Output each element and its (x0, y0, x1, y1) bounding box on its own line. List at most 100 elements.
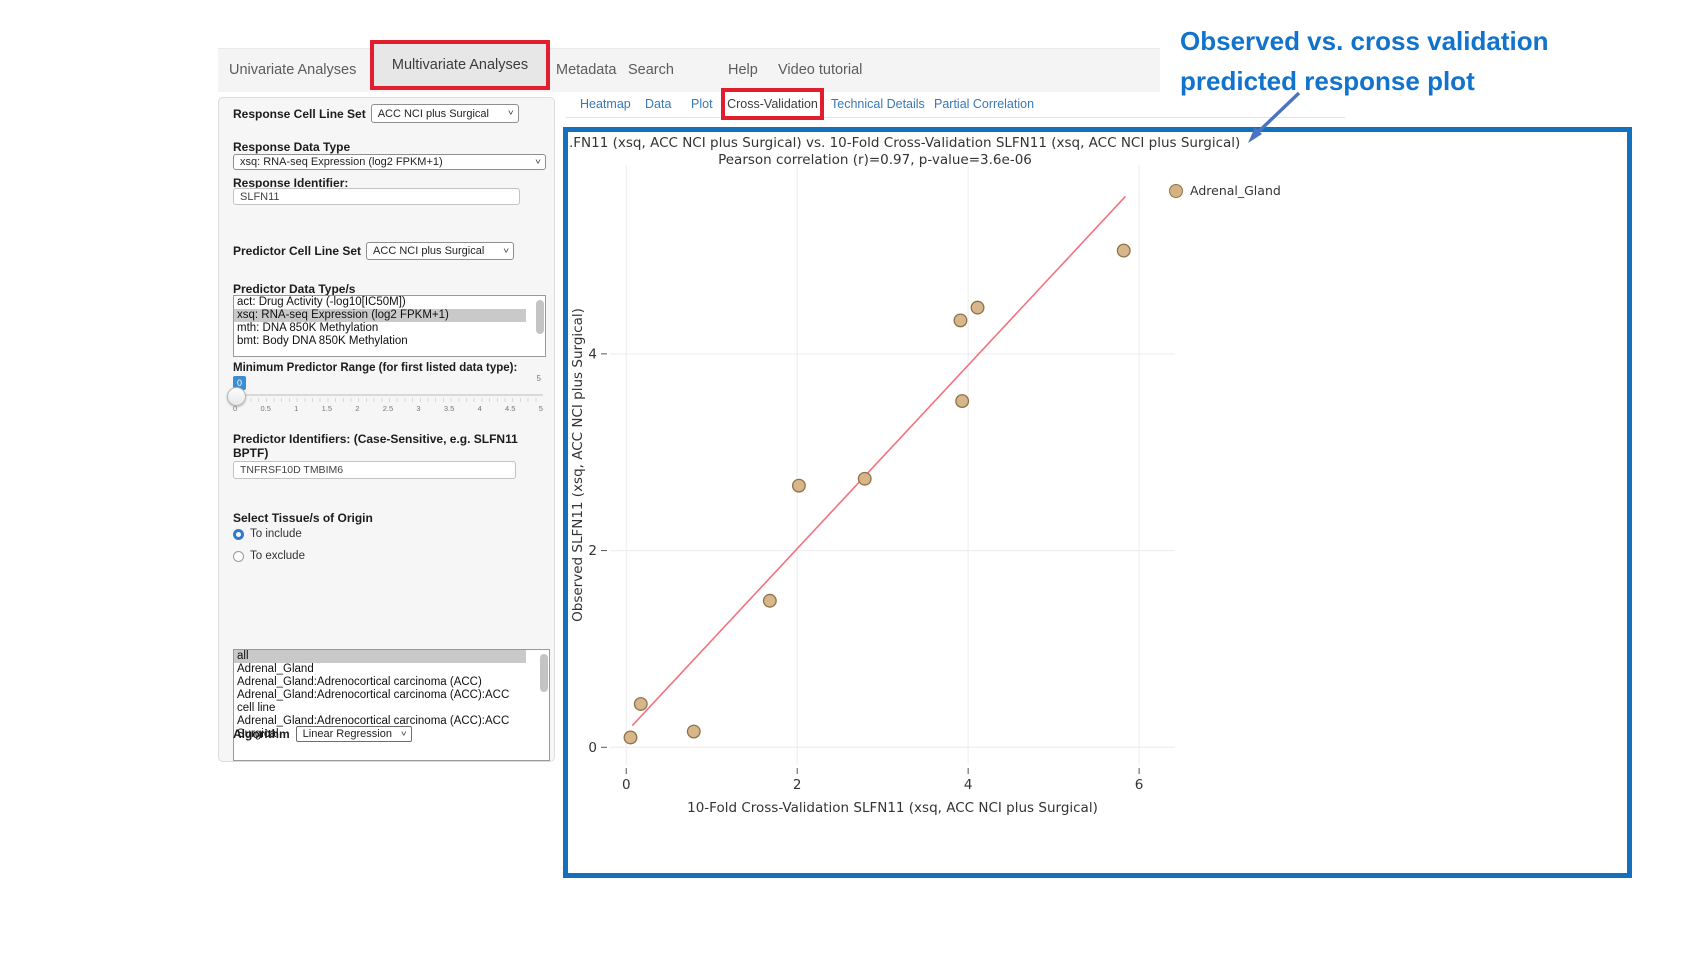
x-tick-label: 4 (964, 777, 973, 793)
slider-ticks (235, 398, 543, 402)
y-axis-title: Observed SLFN11 (xsq, ACC NCI plus Surgi… (570, 308, 586, 622)
slider-tick-labels: 0 0.5 1 1.5 2 2.5 3 3.5 4 4.5 5 (233, 404, 543, 413)
nav-item-search[interactable]: Search (628, 62, 674, 78)
x-tick-label: 0 (622, 777, 631, 793)
data-point (1116, 243, 1131, 258)
nav-item-video-tutorial[interactable]: Video tutorial (778, 62, 863, 78)
predictor-cell-line-set-value: ACC NCI plus Surgical (373, 245, 485, 257)
tab-technical-details[interactable]: Technical Details (831, 97, 925, 111)
nav-item-metadata[interactable]: Metadata (556, 62, 617, 78)
list-option[interactable]: Adrenal_Gland:Adrenocortical carcinoma (… (237, 676, 482, 688)
scrollbar-thumb[interactable] (536, 300, 544, 334)
slider-tick-label: 2 (355, 404, 360, 413)
predictor-data-types-label: Predictor Data Type/s (233, 282, 356, 296)
scatter-plot: 0 2 4 6 0 2 4 10-Fold Cross-Validation SLFN11 (… (570, 165, 1175, 816)
tab-data[interactable]: Data (645, 97, 672, 111)
plot-title: .FN11 (xsq, ACC NCI plus Surgical) vs. 1… (569, 135, 1241, 151)
list-option[interactable]: Adrenal_Gland (237, 663, 314, 675)
tab-partial-correlation[interactable]: Partial Correlation (934, 97, 1035, 111)
data-point (633, 697, 648, 711)
response-cell-line-set-select[interactable]: ACC NCI plus Surgical ˅ (370, 104, 519, 123)
tissue-listbox: all Adrenal_Gland Adrenal_Gland:Adrenocort… (233, 649, 550, 761)
algorithm-row: Algorithm Linear Regression ˅ (233, 726, 412, 742)
data-point (970, 300, 985, 315)
list-option[interactable]: mth: DNA 850K Methylation (237, 322, 379, 334)
legend-marker-icon (1169, 183, 1183, 198)
plot-legend[interactable]: Adrenal_Gland (1169, 183, 1281, 198)
predictor-cell-line-set-label: Predictor Cell Line Set (233, 244, 362, 258)
response-data-type-select[interactable]: xsq: RNA-seq Expression (log2 FPKM+1) ˅ (233, 154, 546, 170)
slider-tick-label: 4.5 (505, 404, 516, 413)
data-point (955, 394, 970, 409)
data-point (623, 730, 638, 745)
tab-label: Cross-Validation (727, 97, 818, 111)
slider-tick-label: 5 (538, 404, 543, 413)
data-point (762, 593, 777, 608)
algorithm-select[interactable]: Linear Regression ˅ (295, 726, 412, 742)
predictor-cell-line-set-select[interactable]: ACC NCI plus Surgical ˅ (366, 242, 515, 260)
regression-line (631, 195, 1127, 727)
radio-unselected-icon (233, 550, 244, 562)
tissue-include-radio[interactable]: To include (233, 528, 302, 540)
slider-tick-label: 2.5 (382, 404, 394, 413)
legend-label: Adrenal_Gland (1190, 183, 1281, 198)
slider-tick-label: 1.5 (321, 404, 333, 413)
slider-handle[interactable] (227, 387, 246, 406)
response-identifier-label: Response Identifier: (233, 176, 349, 190)
radio-selected-icon (233, 528, 244, 540)
predictor-identifiers-input[interactable]: TNFRSF10D TMBIM6 (233, 461, 516, 479)
list-option[interactable]: Adrenal_Gland:Adrenocortical carcinoma (… (237, 689, 510, 714)
algorithm-label: Algorithm (233, 727, 290, 741)
annotation-line2: predicted response plot (1180, 66, 1475, 96)
list-option[interactable]: Adrenal_Gland:Adrenocortical carcinoma (… (237, 715, 510, 740)
tissue-origin-label: Select Tissue/s of Origin (233, 511, 373, 525)
chevron-down-icon: ˅ (507, 109, 514, 118)
scrollbar-thumb[interactable] (540, 654, 548, 692)
x-axis-title: 10-Fold Cross-Validation SLFN11 (xsq, AC… (687, 800, 1098, 816)
slider-track[interactable] (235, 394, 543, 396)
tissue-exclude-radio[interactable]: To exclude (233, 550, 305, 562)
annotation-line1: Observed vs. cross validation (1180, 26, 1549, 56)
chevron-down-icon: ˅ (503, 246, 510, 256)
predictor-identifiers-value: TNFRSF10D TMBIM6 (240, 464, 344, 476)
slider-tick-label: 0 (233, 404, 238, 413)
chevron-down-icon: ˅ (535, 157, 541, 167)
tissue-exclude-label: To exclude (250, 550, 305, 562)
slider-max-label: 5 (536, 374, 541, 383)
tabs-divider (566, 117, 1345, 118)
slider-value-badge: 0 (233, 376, 246, 390)
y-tick-label: 0 (588, 740, 597, 756)
response-identifier-input[interactable]: SLFN11 (233, 188, 520, 205)
nav-item-label: Multivariate Analyses (391, 57, 529, 73)
top-navbar: Univariate Analyses Multivariate Analyses… (218, 40, 1160, 92)
list-option[interactable]: all (234, 650, 526, 663)
tab-plot[interactable]: Plot (691, 97, 713, 111)
tab-cross-validation[interactable]: Cross-Validation (721, 88, 824, 120)
list-option[interactable]: bmt: Body DNA 850K Methylation (237, 335, 408, 347)
x-tick-label: 6 (1135, 777, 1144, 793)
nav-item-univariate-analyses[interactable]: Univariate Analyses (229, 62, 357, 78)
x-tick-label: 2 (793, 777, 802, 793)
response-identifier-value: SLFN11 (240, 190, 280, 203)
nav-item-multivariate-analyses[interactable]: Multivariate Analyses (370, 40, 550, 90)
min-predictor-range-label: Minimum Predictor Range (for first liste… (233, 362, 518, 374)
slider-tick-label: 4 (477, 404, 482, 413)
tab-heatmap[interactable]: Heatmap (580, 97, 631, 111)
list-option[interactable]: act: Drug Activity (-log10[IC50M]) (237, 296, 406, 308)
data-point (953, 313, 968, 328)
chevron-down-icon: ˅ (400, 729, 407, 739)
slider-tick-label: 3.5 (443, 404, 455, 413)
response-cell-line-set-value: ACC NCI plus Surgical (377, 107, 489, 120)
response-data-type-label: Response Data Type (233, 140, 351, 154)
plot-subtitle: Pearson correlation (r)=0.97, p-value=3.… (718, 152, 1032, 168)
predictor-identifiers-label: Predictor Identifiers: (Case-Sensitive, … (233, 432, 518, 460)
data-point (791, 478, 806, 493)
list-option[interactable]: xsq: RNA-seq Expression (log2 FPKM+1) (234, 309, 526, 322)
annotation-arrow-icon (1248, 91, 1301, 143)
slide-annotation: Observed vs. cross validation predicted … (1180, 21, 1600, 101)
algorithm-value: Linear Regression (302, 728, 392, 740)
min-predictor-range-slider: 0 5 0 0.5 1 1.5 2 2.5 3 3.5 4 4.5 5 (227, 374, 545, 416)
nav-item-help[interactable]: Help (728, 62, 758, 78)
response-cell-line-set-row: Response Cell Line Set ACC NCI plus Surg… (233, 104, 519, 123)
